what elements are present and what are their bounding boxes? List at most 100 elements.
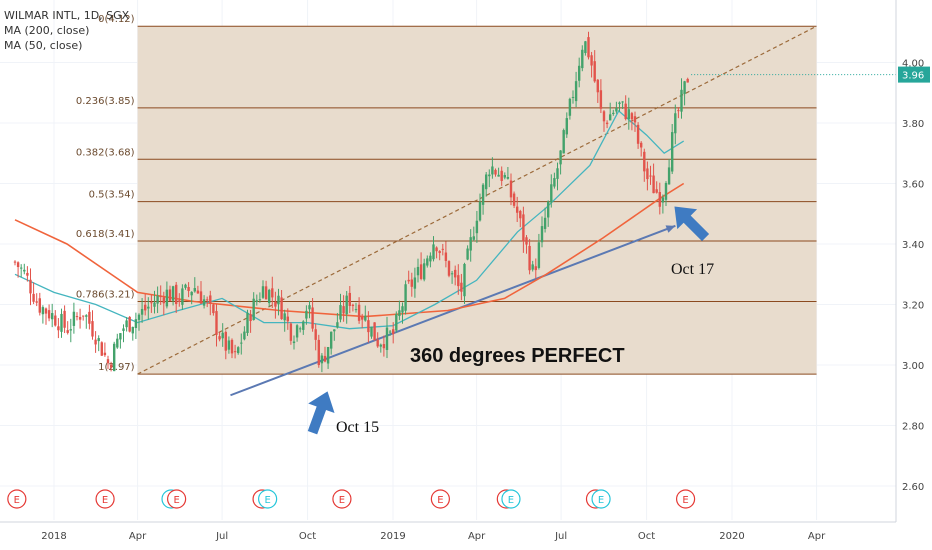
candle-body — [407, 279, 410, 282]
candle-body — [639, 142, 643, 148]
candle-body — [636, 124, 640, 144]
candle-body — [506, 176, 510, 179]
candle-body — [168, 289, 172, 301]
price-axis-bg — [896, 0, 932, 550]
fib-level-label: 0.236(3.85) — [76, 96, 135, 107]
candle-body — [292, 341, 296, 344]
candle-body — [35, 301, 38, 303]
candle-body — [326, 346, 330, 364]
candle-body — [336, 322, 339, 328]
candle-body — [255, 300, 258, 302]
candle-body — [608, 114, 612, 121]
earnings-markers[interactable]: EEEEEEEEEEEEE — [7, 489, 696, 509]
candle-body — [274, 301, 277, 307]
candle-body — [602, 111, 606, 122]
candle-body — [106, 359, 110, 364]
candle-body — [413, 277, 417, 289]
candle-body — [596, 79, 599, 93]
candle-body — [463, 263, 466, 297]
ma50-legend[interactable]: MA (50, close) — [4, 39, 83, 52]
candle-body — [134, 319, 138, 329]
candle-body — [680, 89, 683, 112]
candle-body — [305, 310, 308, 319]
candle-body — [649, 175, 652, 177]
time-tick-label: Apr — [129, 531, 147, 542]
candle-body — [41, 307, 45, 315]
candle-body — [401, 306, 404, 313]
candle-body — [351, 304, 355, 307]
candle-body — [308, 305, 311, 310]
candle-body — [44, 308, 48, 314]
symbol-title[interactable]: WILMAR INTL, 1D, SGX — [4, 9, 130, 22]
candle-body — [131, 326, 134, 334]
candle-body — [379, 344, 382, 347]
candle-body — [32, 293, 35, 302]
candle-body — [612, 112, 615, 114]
earnings-marker — [7, 489, 27, 509]
earnings-icon: E — [173, 495, 179, 506]
candle-body — [376, 339, 379, 347]
candle-body — [69, 329, 72, 331]
candle-body — [85, 315, 88, 317]
candle-body — [205, 299, 209, 301]
earnings-icon: E — [264, 495, 270, 506]
candle-body — [57, 326, 60, 331]
candle-body — [438, 251, 441, 253]
candle-body — [212, 304, 215, 314]
candle-body — [360, 316, 364, 320]
candle-body — [550, 184, 553, 203]
candle-body — [472, 236, 475, 240]
candle-body — [515, 206, 519, 213]
candle-body — [419, 264, 423, 279]
earnings-marker — [675, 489, 696, 509]
label-oct17: Oct 17 — [671, 261, 714, 278]
candle-body — [109, 364, 113, 368]
time-tick-label: 2019 — [380, 531, 405, 542]
candle-body — [416, 266, 420, 276]
candle-series — [13, 31, 689, 373]
candle-body — [646, 168, 649, 180]
last-price-tag — [898, 66, 930, 83]
candle-body — [181, 288, 184, 305]
price-tick-label: 2.80 — [902, 422, 924, 433]
candle-body — [295, 325, 299, 338]
candle-body — [543, 217, 547, 229]
candle-body — [116, 338, 119, 348]
candle-body — [410, 279, 413, 287]
candle-body — [553, 178, 556, 187]
candle-body — [38, 298, 41, 313]
candle-body — [112, 343, 116, 372]
candle-body — [227, 340, 231, 350]
fib-level-label: 0.786(3.21) — [76, 289, 135, 300]
candle-body — [66, 330, 69, 333]
annotations[interactable]: 360 degrees PERFECT Oct 15 Oct 17 — [299, 197, 715, 438]
candle-body — [546, 201, 550, 218]
candle-body — [202, 299, 206, 306]
candle-body — [19, 267, 23, 269]
earnings-icon: E — [598, 495, 604, 506]
candle-body — [478, 201, 482, 221]
candle-body — [370, 326, 373, 337]
ma200-legend[interactable]: MA (200, close) — [4, 24, 90, 37]
candle-body — [261, 286, 265, 298]
candle-body — [599, 90, 603, 109]
fibonacci-retracement[interactable]: 0(4.12) 0.236(3.85) 0.382(3.68) 0.5(3.54) 0.… — [76, 14, 817, 375]
candle-body — [652, 175, 655, 194]
earnings-marker — [167, 489, 187, 509]
candle-body — [97, 338, 100, 342]
candle-body — [125, 320, 128, 328]
time-tick-label: Jul — [215, 531, 228, 542]
candle-body — [119, 333, 122, 340]
candle-body — [534, 266, 537, 271]
candle-body — [348, 292, 351, 306]
candle-body — [447, 261, 451, 276]
candle-body — [571, 96, 575, 98]
candle-body — [94, 339, 97, 345]
candle-body — [615, 108, 618, 112]
earnings-icon: E — [14, 495, 20, 506]
candle-body — [525, 237, 528, 245]
candle-body — [469, 237, 472, 251]
candle-body — [587, 37, 590, 58]
candle-body — [224, 331, 227, 351]
